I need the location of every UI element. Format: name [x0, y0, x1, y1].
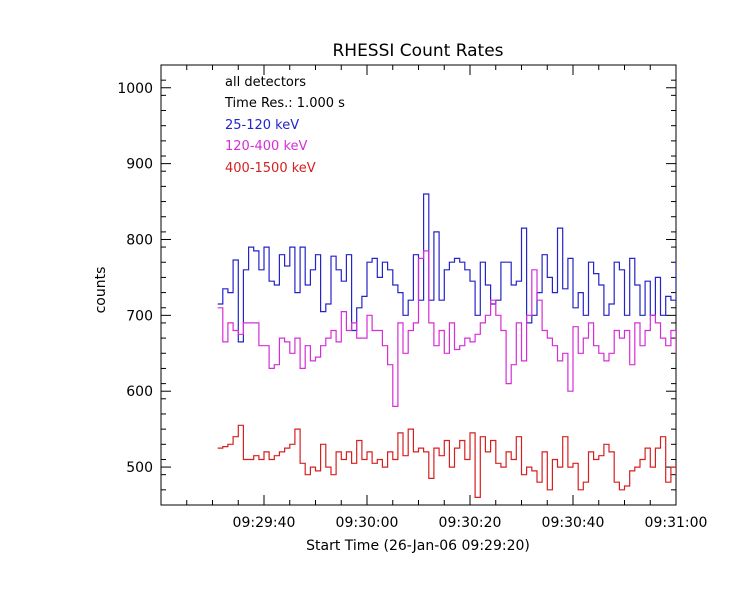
x-tick-label: 09:29:40	[233, 515, 296, 531]
y-tick-label: 1000	[117, 81, 153, 97]
series-group	[217, 193, 676, 498]
x-tick-label: 09:30:20	[439, 515, 502, 531]
axes-group: 500 600 700 800 900 1000 09:29:40 09:30:00 09:30…	[117, 64, 708, 531]
annotation-time-res: Time Res.: 1.000 s	[224, 96, 345, 111]
y-tick-label: 900	[126, 157, 153, 173]
x-tick-label: 09:30:40	[542, 515, 605, 531]
annotation-detectors: all detectors	[225, 75, 306, 90]
series-line-1	[217, 250, 676, 407]
y-tick-label: 600	[126, 384, 153, 400]
y-tick-label: 500	[126, 460, 153, 476]
series-line-0	[217, 193, 676, 343]
x-tick-label: 09:31:00	[645, 515, 708, 531]
y-tick-label: 700	[126, 308, 153, 324]
legend-series-25-120: 25-120 keV	[225, 118, 299, 133]
x-tick-label: 09:30:00	[336, 515, 399, 531]
y-axis-label: counts	[93, 267, 109, 314]
x-axis-label: Start Time (26-Jan-06 09:29:20)	[306, 538, 530, 554]
chart-title: RHESSI Count Rates	[332, 41, 503, 61]
legend-series-120-400: 120-400 keV	[225, 139, 308, 154]
y-tick-label: 800	[126, 232, 153, 248]
series-line-2	[217, 424, 676, 498]
legend-series-400-1500: 400-1500 keV	[225, 161, 316, 176]
